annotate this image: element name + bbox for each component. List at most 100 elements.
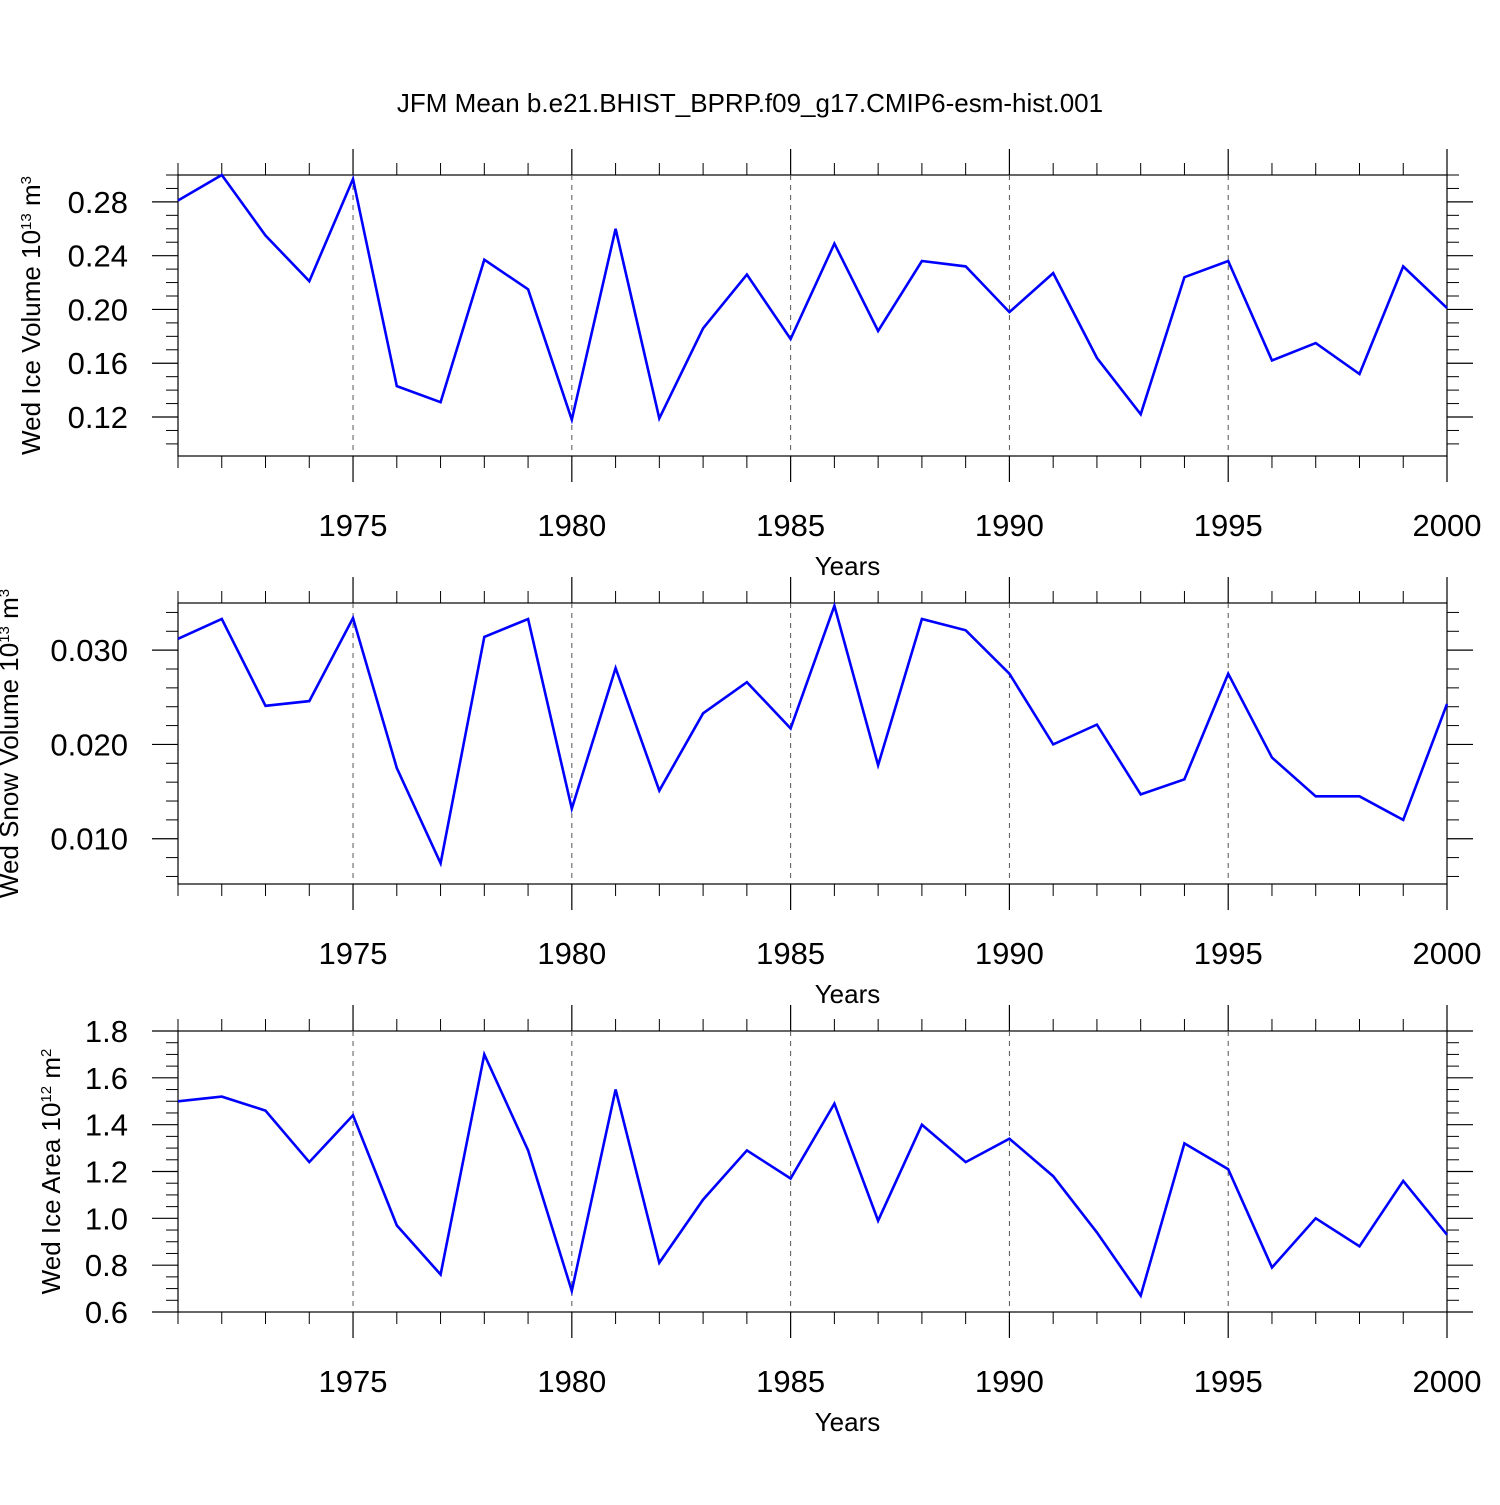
data-point-1998: [1357, 1244, 1361, 1248]
data-point-1991: [1051, 271, 1055, 275]
data-point-1986: [832, 242, 836, 246]
panel-ice-volume: 1975 1980 1985 1990 1995 2000 Years 0.12 0.16 0.2…: [16, 149, 1481, 581]
data-point-1997: [1314, 1216, 1318, 1220]
y-tick-label: 1.2: [85, 1155, 128, 1190]
data-point-1998: [1357, 794, 1361, 798]
data-point-1982: [657, 789, 661, 793]
y-label-exponent: 13: [18, 213, 35, 230]
data-point-1995: [1226, 1167, 1230, 1171]
x-tick-label: 1975: [319, 1364, 388, 1399]
y-tick-label: 1.8: [85, 1014, 128, 1049]
x-tick-label: 1995: [1194, 508, 1263, 543]
chart-title: JFM Mean b.e21.BHIST_BPRP.f09_g17.CMIP6-…: [397, 88, 1103, 118]
x-axis-label: Years: [815, 979, 881, 1009]
y-tick-label: 1.0: [85, 1201, 128, 1236]
data-point-1988: [920, 617, 924, 621]
x-tick-label: 1985: [756, 508, 825, 543]
x-tick-label: 1995: [1194, 1364, 1263, 1399]
data-point-1994: [1182, 275, 1186, 279]
data-point-1972: [220, 617, 224, 621]
data-point-1993: [1139, 1294, 1143, 1298]
x-tick-label: 2000: [1413, 936, 1482, 971]
y-label-text: Wed Ice Volume 10: [16, 230, 46, 455]
data-point-1983: [701, 711, 705, 715]
data-point-1978: [482, 258, 486, 262]
data-point-1972: [220, 1095, 224, 1099]
data-point-1976: [395, 1223, 399, 1227]
data-point-1994: [1182, 1141, 1186, 1145]
plot-frame: [177, 174, 1448, 457]
data-point-1995: [1226, 259, 1230, 263]
data-point-1999: [1401, 818, 1405, 822]
x-tick-label: 1985: [756, 1364, 825, 1399]
data-point-1988: [920, 259, 924, 263]
x-tick-label: 1980: [537, 936, 606, 971]
x-tick-label: 2000: [1413, 508, 1482, 543]
y-label-unit-exponent: 3: [18, 176, 35, 184]
panel-ice-area: 1975 1980 1985 1990 1995 2000 Years 0.6 0.8 1.0 1.…: [36, 1005, 1481, 1437]
x-tick-label: 1985: [756, 936, 825, 971]
data-point-1986: [832, 1102, 836, 1106]
panel-snow-volume: 1975 1980 1985 1990 1995 2000 Years 0.010 0.020 0…: [0, 577, 1481, 1009]
data-point-1990: [1007, 672, 1011, 676]
x-tick-label: 1990: [975, 936, 1044, 971]
y-tick-label: 0.010: [50, 822, 128, 857]
data-point-1983: [701, 1198, 705, 1202]
y-tick-label: 0.030: [50, 633, 128, 668]
x-tick-label: 1995: [1194, 936, 1263, 971]
y-tick-label: 0.6: [85, 1295, 128, 1330]
y-label-exponent: 13: [0, 626, 13, 643]
x-axis-label: Years: [815, 1407, 881, 1437]
data-point-1998: [1357, 372, 1361, 376]
data-point-1992: [1095, 723, 1099, 727]
y-label-exponent: 12: [38, 1086, 55, 1103]
data-point-1979: [526, 1148, 530, 1152]
data-point-2000: [1445, 1233, 1449, 1237]
data-point-1986: [832, 604, 836, 608]
data-point-1971: [176, 1099, 180, 1103]
data-point-1976: [395, 384, 399, 388]
x-tick-label: 1990: [975, 1364, 1044, 1399]
y-tick-label: 1.6: [85, 1061, 128, 1096]
data-point-1981: [614, 227, 618, 231]
data-point-1990: [1007, 310, 1011, 314]
data-point-1991: [1051, 1174, 1055, 1178]
data-point-1980: [570, 1289, 574, 1293]
y-tick-label: 0.12: [68, 400, 128, 435]
data-point-1987: [876, 763, 880, 767]
data-point-1989: [964, 264, 968, 268]
data-point-1979: [526, 617, 530, 621]
data-point-1980: [570, 807, 574, 811]
data-point-1996: [1270, 756, 1274, 760]
x-tick-label: 1975: [319, 936, 388, 971]
data-point-1971: [176, 199, 180, 203]
data-point-1992: [1095, 356, 1099, 360]
data-point-1997: [1314, 794, 1318, 798]
data-point-1990: [1007, 1137, 1011, 1141]
x-axis-label: Years: [815, 551, 881, 581]
data-point-1987: [876, 1219, 880, 1223]
y-label-unit-exponent: 2: [38, 1049, 55, 1057]
data-point-1974: [307, 1160, 311, 1164]
plot-frame: [177, 1030, 1448, 1313]
series-line-ice-volume: [177, 173, 1448, 425]
y-tick-label: 0.24: [68, 239, 128, 274]
data-point-1980: [570, 418, 574, 422]
data-point-1999: [1401, 264, 1405, 268]
y-label-text: Wed Snow Volume 10: [0, 643, 24, 898]
y-tick-label: 0.020: [50, 727, 128, 762]
data-point-1978: [482, 1052, 486, 1056]
data-point-1974: [307, 279, 311, 283]
data-point-1984: [745, 272, 749, 276]
y-tick-label: 1.4: [85, 1108, 128, 1143]
data-point-1974: [307, 699, 311, 703]
data-point-1988: [920, 1123, 924, 1127]
data-point-1982: [657, 1261, 661, 1265]
data-point-1984: [745, 680, 749, 684]
data-point-1989: [964, 628, 968, 632]
data-point-1985: [789, 1177, 793, 1181]
data-point-1995: [1226, 672, 1230, 676]
data-point-1971: [176, 637, 180, 641]
data-point-1973: [264, 704, 268, 708]
data-point-1992: [1095, 1230, 1099, 1234]
